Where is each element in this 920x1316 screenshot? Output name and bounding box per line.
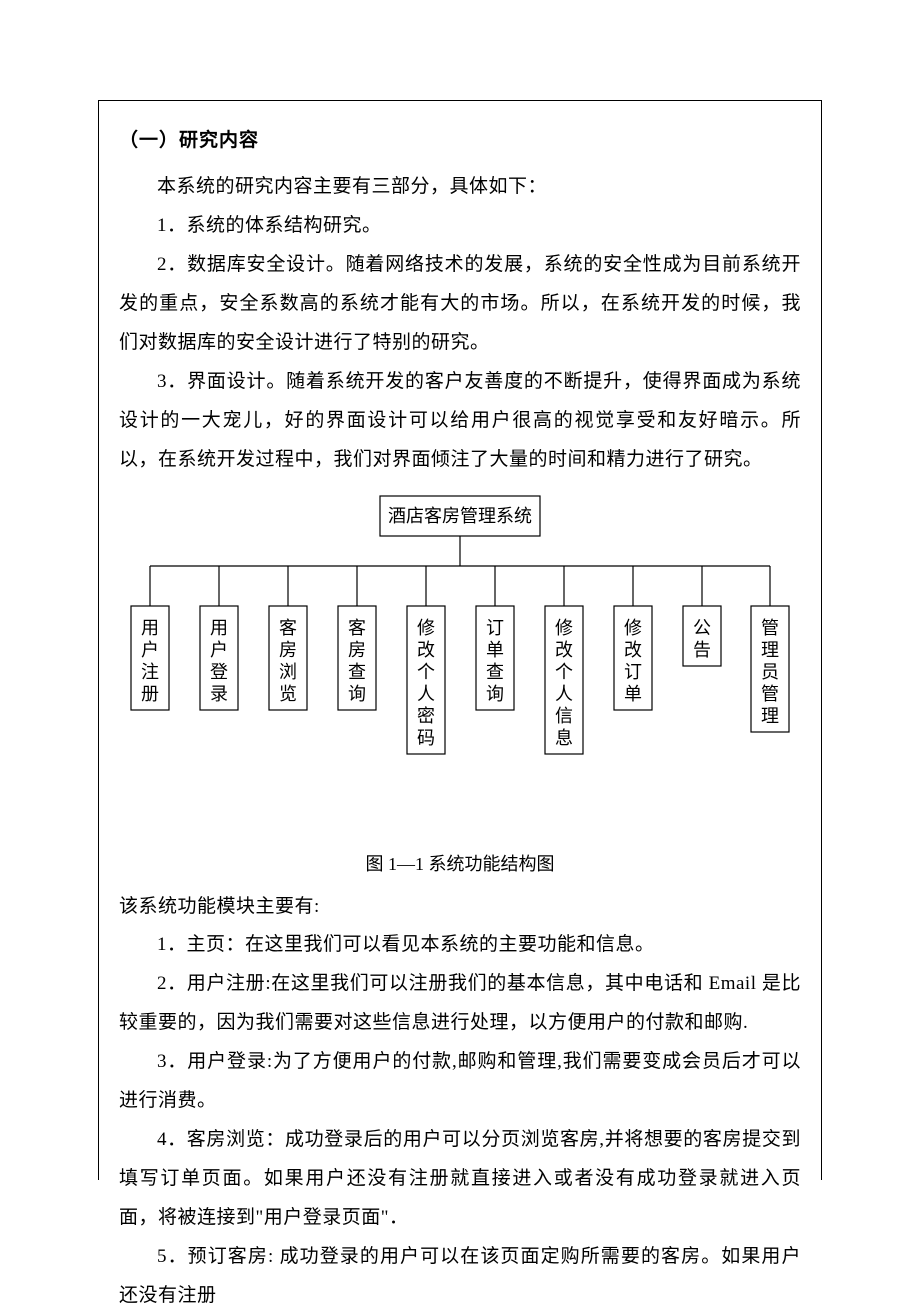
- svg-text:员: 员: [761, 662, 779, 682]
- svg-text:询: 询: [348, 684, 366, 704]
- svg-text:个: 个: [555, 662, 573, 682]
- figure-caption: 图 1—1 系统功能结构图: [119, 850, 801, 876]
- module-5: 5．预订客房: 成功登录的用户可以在该页面定购所需要的客房。如果用户还没有注册: [119, 1238, 801, 1316]
- svg-text:信: 信: [555, 706, 573, 726]
- svg-text:告: 告: [693, 640, 711, 660]
- svg-text:用: 用: [141, 618, 159, 638]
- svg-text:息: 息: [555, 728, 573, 748]
- module-2: 2．用户注册:在这里我们可以注册我们的基本信息，其中电话和 Email 是比较重…: [119, 965, 801, 1043]
- svg-text:管: 管: [761, 618, 779, 638]
- svg-text:修: 修: [624, 618, 642, 638]
- svg-text:房: 房: [348, 640, 366, 660]
- svg-text:公: 公: [693, 618, 711, 638]
- svg-text:改: 改: [417, 640, 435, 660]
- svg-text:户: 户: [141, 640, 159, 660]
- svg-text:订: 订: [486, 618, 504, 638]
- svg-text:码: 码: [417, 728, 435, 748]
- svg-text:询: 询: [486, 684, 504, 704]
- research-item-1: 1．系统的体系结构研究。: [119, 207, 801, 246]
- module-4: 4．客房浏览：成功登录后的用户可以分页浏览客房,并将想要的客房提交到填写订单页面…: [119, 1121, 801, 1238]
- svg-text:修: 修: [417, 618, 435, 638]
- tree-chart: 酒店客房管理系统用户注册用户登录客房浏览客房查询修改个人密码订单查询修改个人信息…: [120, 490, 800, 820]
- svg-text:户: 户: [210, 640, 228, 660]
- page-frame: （一）研究内容 本系统的研究内容主要有三部分，具体如下： 1．系统的体系结构研究…: [98, 100, 822, 1180]
- svg-text:个: 个: [417, 662, 435, 682]
- svg-text:用: 用: [210, 618, 228, 638]
- modules-heading: 该系统功能模块主要有:: [119, 888, 801, 927]
- svg-text:单: 单: [486, 640, 504, 660]
- svg-text:册: 册: [141, 684, 159, 704]
- svg-text:登: 登: [210, 662, 228, 682]
- svg-text:管: 管: [761, 684, 779, 704]
- intro-paragraph: 本系统的研究内容主要有三部分，具体如下：: [119, 168, 801, 207]
- svg-text:改: 改: [624, 640, 642, 660]
- svg-text:酒店客房管理系统: 酒店客房管理系统: [388, 506, 532, 526]
- svg-text:录: 录: [210, 684, 228, 704]
- svg-text:订: 订: [624, 662, 642, 682]
- svg-text:查: 查: [348, 662, 366, 682]
- module-3: 3．用户登录:为了方便用户的付款,邮购和管理,我们需要变成会员后才可以进行消费。: [119, 1043, 801, 1121]
- svg-text:理: 理: [761, 640, 779, 660]
- svg-text:查: 查: [486, 662, 504, 682]
- module-1: 1．主页：在这里我们可以看见本系统的主要功能和信息。: [119, 926, 801, 965]
- svg-text:人: 人: [555, 684, 573, 704]
- svg-text:人: 人: [417, 684, 435, 704]
- svg-text:修: 修: [555, 618, 573, 638]
- research-item-3: 3．界面设计。随着系统开发的客户友善度的不断提升，使得界面成为系统设计的一大宠儿…: [119, 363, 801, 480]
- svg-text:房: 房: [279, 640, 297, 660]
- svg-text:客: 客: [279, 618, 297, 638]
- system-structure-diagram: 酒店客房管理系统用户注册用户登录客房浏览客房查询修改个人密码订单查询修改个人信息…: [119, 490, 801, 820]
- svg-text:单: 单: [624, 684, 642, 704]
- section-heading: （一）研究内容: [119, 125, 801, 152]
- svg-text:注: 注: [141, 662, 159, 682]
- svg-text:浏: 浏: [279, 662, 297, 682]
- research-item-2: 2．数据库安全设计。随着网络技术的发展，系统的安全性成为目前系统开发的重点，安全…: [119, 246, 801, 363]
- svg-text:理: 理: [761, 706, 779, 726]
- svg-text:密: 密: [417, 706, 435, 726]
- svg-text:客: 客: [348, 618, 366, 638]
- svg-text:改: 改: [555, 640, 573, 660]
- svg-text:览: 览: [279, 684, 297, 704]
